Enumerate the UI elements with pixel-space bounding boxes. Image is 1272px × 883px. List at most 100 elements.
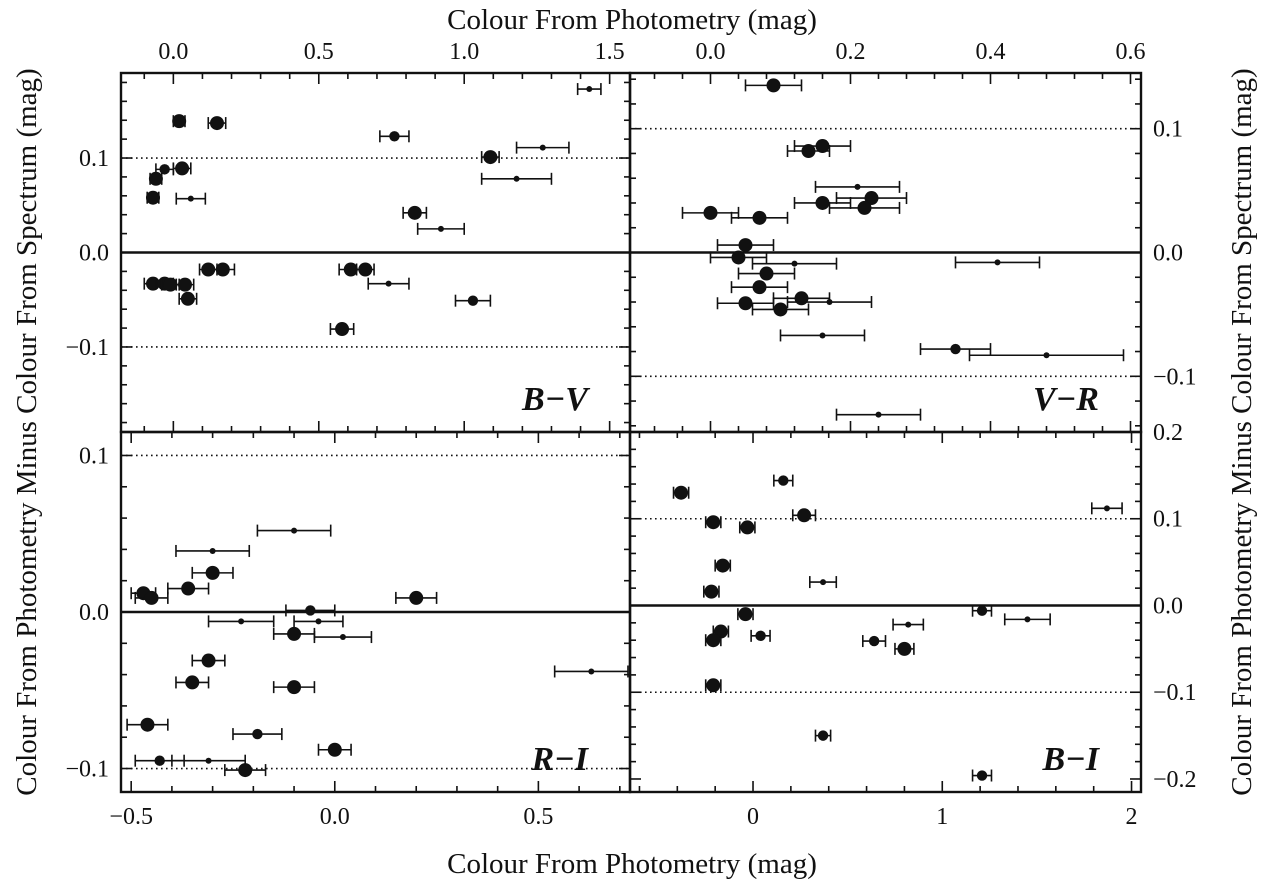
x-tick-label: 0.0: [320, 804, 350, 830]
data-point: [539, 144, 546, 151]
data-point: [339, 634, 346, 641]
x-tick-label: 0.5: [304, 39, 334, 65]
data-point: [950, 343, 961, 355]
y-tick-label: −0.2: [1153, 767, 1197, 793]
data-point: [706, 633, 721, 648]
data-point: [389, 131, 400, 142]
data-point: [209, 116, 224, 131]
data-point: [1024, 616, 1031, 623]
x-tick-label: 0: [747, 804, 759, 830]
x-tick-label: 1.5: [595, 39, 625, 65]
data-point: [187, 195, 194, 202]
data-point: [148, 171, 163, 186]
data-point: [819, 332, 826, 339]
x-tick-label: 0.0: [696, 39, 726, 65]
data-point: [335, 322, 350, 337]
y-tick-label: −0.1: [65, 335, 109, 361]
right-y-axis-title: Colour From Photometry Minus Colour From…: [1226, 68, 1258, 795]
data-point: [215, 262, 230, 277]
panel-bottom-left: −0.5 0.0 0.5 −0.1 0.0 0.1 R−I: [65, 430, 632, 830]
data-point: [759, 266, 774, 281]
data-point: [159, 164, 170, 175]
y-tick-label: 0.0: [1153, 241, 1183, 267]
bottom-x-axis-title: Colour From Photometry (mag): [447, 848, 817, 880]
y-tick-label: 0.1: [79, 443, 109, 469]
data-point: [238, 618, 245, 625]
data-point: [755, 630, 766, 642]
data-point: [145, 190, 160, 205]
data-point: [976, 605, 988, 616]
data-point: [715, 558, 730, 573]
y-tick-label: 0.0: [1153, 593, 1183, 619]
data-point: [815, 139, 830, 154]
data-point: [994, 259, 1001, 266]
data-point: [731, 250, 746, 265]
data-point: [291, 527, 298, 534]
data-point: [483, 150, 498, 165]
y-tick-label: 0.0: [79, 241, 109, 267]
data-point: [738, 238, 753, 253]
x-tick-label: 1.0: [449, 39, 479, 65]
data-point: [875, 411, 882, 418]
data-point: [738, 296, 753, 311]
top-x-axis-title: Colour From Photometry (mag): [447, 4, 817, 36]
data-point: [205, 565, 220, 580]
data-point: [976, 770, 988, 781]
data-point: [358, 262, 373, 277]
data-point: [305, 605, 316, 616]
data-point: [252, 728, 263, 740]
panel-bottom-right: 0 1 2 −0.2 −0.1 0.0 0.1 0.2 B−I: [628, 420, 1197, 830]
data-point: [287, 626, 302, 641]
panel-label: B−I: [1041, 741, 1100, 778]
data-point: [181, 581, 196, 596]
data-point: [857, 200, 872, 215]
data-point: [315, 618, 322, 625]
data-point: [177, 277, 192, 292]
panel-label: R−I: [530, 741, 589, 778]
panel-top-right: 0.0 0.2 0.4 0.6 −0.1 0.0 0.1 V−R: [628, 39, 1197, 434]
data-point: [801, 143, 816, 158]
x-tick-label: 0.4: [976, 39, 1006, 65]
data-point: [815, 195, 830, 210]
data-point: [201, 653, 216, 668]
data-point: [513, 175, 520, 182]
data-point: [238, 763, 253, 778]
data-point: [205, 757, 212, 764]
data-point: [588, 668, 595, 675]
panel-label: B−V: [521, 381, 590, 418]
x-tick-label: 1: [936, 804, 948, 830]
data-point: [773, 302, 788, 317]
data-point: [738, 607, 753, 622]
data-point: [703, 205, 718, 220]
data-point: [209, 547, 216, 554]
data-point: [706, 515, 721, 530]
panel-frame: [628, 430, 1143, 794]
data-point: [905, 621, 912, 628]
x-tick-label: 0.0: [158, 39, 188, 65]
data-point: [409, 590, 424, 605]
panel-label: V−R: [1033, 381, 1099, 418]
data-point: [287, 680, 302, 695]
left-y-axis-title: Colour From Photometry Minus Colour From…: [11, 68, 43, 795]
y-tick-label: −0.1: [65, 757, 109, 783]
data-point: [791, 260, 798, 267]
data-point: [752, 280, 767, 295]
data-point: [817, 730, 829, 741]
data-point: [163, 277, 178, 292]
data-point: [343, 262, 358, 277]
data-point: [826, 299, 833, 306]
data-point: [797, 508, 812, 523]
data-point: [144, 590, 159, 605]
y-tick-label: −0.1: [1153, 680, 1197, 706]
data-point: [185, 675, 200, 690]
x-tick-label: 0.5: [523, 804, 553, 830]
data-point: [385, 280, 392, 287]
y-tick-label: 0.2: [1153, 420, 1183, 446]
data-point: [752, 210, 767, 225]
y-tick-label: 0.0: [79, 600, 109, 626]
panels: 0.0 0.5 1.0 1.5 −0.1 0.0 0.1 B−V 0.0 0.2 0.4 0.6 −0.…: [65, 39, 1196, 830]
data-point: [467, 295, 479, 306]
y-tick-label: 0.1: [1153, 507, 1183, 533]
data-point: [868, 635, 880, 647]
